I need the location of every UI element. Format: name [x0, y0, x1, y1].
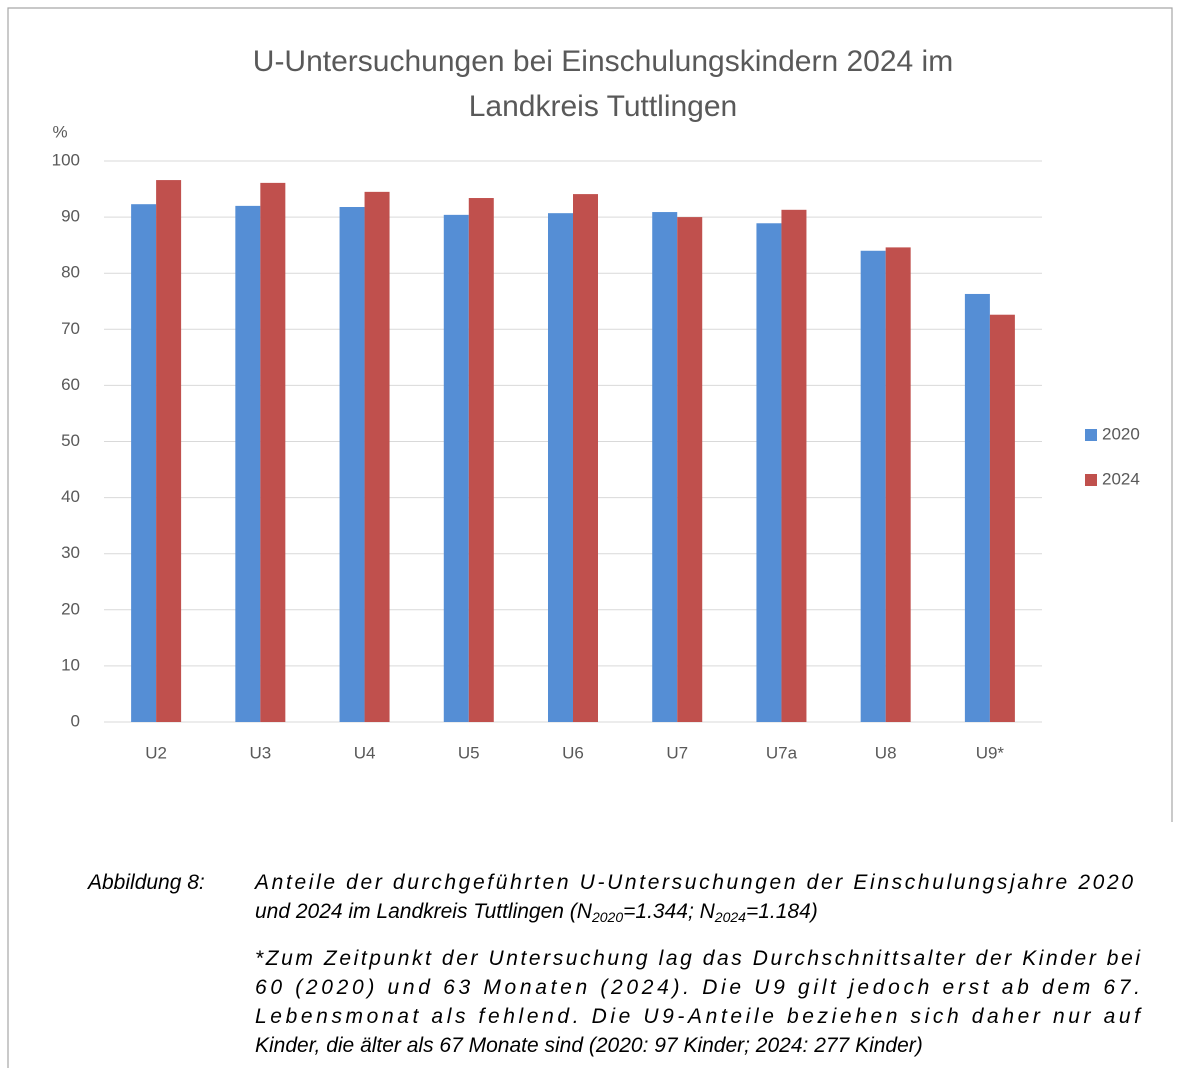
bar: [548, 213, 573, 722]
caption-sub: 2020: [591, 909, 623, 925]
y-tick-label: 40: [61, 487, 80, 506]
footnote-line: 60 (2020) und 63 Monaten (2024). Die U9 …: [255, 976, 1140, 999]
bar: [364, 191, 390, 723]
footnote-line: *Zum Zeitpunkt der Untersuchung lag das …: [255, 947, 1141, 970]
legend-label: 2024: [1102, 469, 1140, 488]
x-tick-label: U3: [249, 743, 271, 762]
bar: [131, 204, 157, 722]
x-tick-label: U2: [145, 743, 167, 762]
y-tick-label: 60: [61, 375, 80, 394]
caption-part: und 2024 im Landkreis Tuttlingen (N: [255, 900, 593, 923]
legend-swatch: [1085, 429, 1097, 441]
y-tick-label: 80: [61, 263, 80, 282]
legend-swatch: [1085, 474, 1097, 486]
bar: [156, 180, 182, 723]
bar: [339, 207, 365, 722]
x-tick-label: U5: [458, 743, 480, 762]
footnote-line: Lebensmonat als fehlend. Die U9-Anteile …: [255, 1005, 1142, 1028]
y-tick-label: 0: [71, 711, 80, 730]
y-axis-label: %: [52, 122, 67, 141]
caption-text: Anteile der durchgeführten U-Untersuchun…: [253, 871, 1133, 894]
x-tick-label: U7a: [766, 743, 798, 762]
caption-label: Abbildung 8:: [86, 871, 205, 894]
y-tick-label: 10: [61, 655, 80, 674]
x-tick-label: U9*: [976, 743, 1005, 762]
chart-title: Landkreis Tuttlingen: [469, 90, 738, 123]
bar: [443, 214, 469, 722]
legend-label: 2020: [1102, 424, 1140, 443]
y-tick-label: 100: [52, 150, 80, 169]
caption-part: =1.184): [746, 900, 818, 923]
y-tick-label: 20: [61, 599, 80, 618]
y-tick-label: 70: [61, 319, 80, 338]
y-tick-label: 30: [61, 543, 80, 562]
chart-title: U-Untersuchungen bei Einschulungskindern…: [253, 45, 953, 78]
bar: [652, 212, 678, 722]
bar: [781, 209, 807, 722]
bar: [260, 182, 286, 722]
bar: [677, 217, 703, 722]
bar: [964, 293, 990, 722]
y-tick-label: 90: [61, 207, 80, 226]
x-tick-label: U4: [354, 743, 376, 762]
caption-text: und 2024 im Landkreis Tuttlingen (N2020=…: [255, 900, 818, 925]
x-tick-label: U8: [875, 743, 897, 762]
x-tick-label: U6: [562, 743, 584, 762]
bar: [885, 247, 911, 723]
bar: [989, 314, 1015, 722]
bar: [756, 223, 782, 722]
y-tick-label: 50: [61, 431, 80, 450]
bar: [573, 194, 598, 722]
bar: [468, 198, 494, 722]
caption-sub: 2024: [714, 909, 746, 925]
bar: [235, 205, 261, 722]
bar: [860, 250, 886, 722]
frame: [7, 7, 1173, 1068]
caption-part: =1.344; N: [623, 900, 715, 923]
footnote-line: Kinder, die älter als 67 Monate sind (20…: [255, 1034, 923, 1057]
x-tick-label: U7: [666, 743, 688, 762]
